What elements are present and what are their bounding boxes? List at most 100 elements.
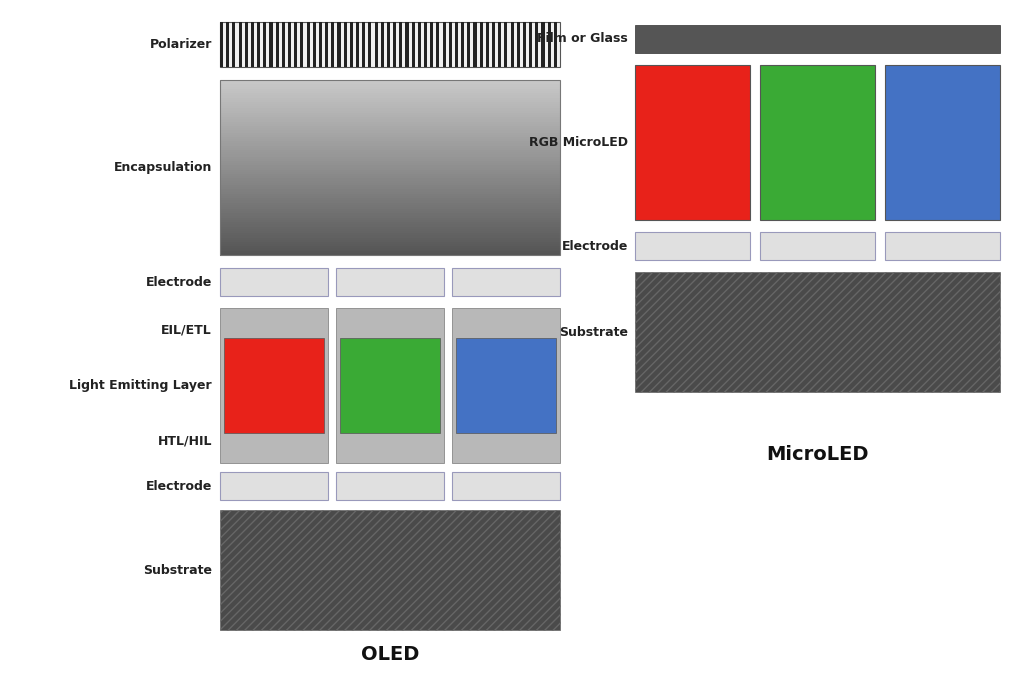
Bar [344, 22, 347, 67]
Bar [220, 135, 560, 137]
Bar [220, 213, 560, 216]
Text: EIL/ETL: EIL/ETL [161, 324, 212, 336]
Bar [220, 207, 560, 210]
Bar [220, 268, 328, 296]
Bar [220, 227, 560, 230]
Bar [418, 22, 421, 67]
Bar [635, 272, 1000, 392]
Bar [220, 170, 560, 173]
Bar [220, 139, 560, 141]
Text: RGB MicroLED: RGB MicroLED [529, 136, 628, 149]
Bar [294, 22, 297, 67]
Bar [442, 22, 445, 67]
Bar [220, 244, 560, 246]
Bar [220, 179, 560, 181]
Bar [220, 80, 560, 255]
Bar [220, 124, 560, 127]
Bar [336, 308, 444, 463]
Bar [529, 22, 532, 67]
Bar [220, 154, 560, 157]
Bar [511, 22, 514, 67]
Bar [336, 268, 444, 296]
Text: Substrate: Substrate [559, 326, 628, 338]
Bar [369, 22, 372, 67]
Bar [340, 338, 440, 433]
Bar [449, 22, 452, 67]
Text: OLED: OLED [360, 645, 419, 665]
Bar [220, 216, 560, 218]
Bar [251, 22, 254, 67]
Bar [220, 108, 560, 111]
Bar [523, 22, 526, 67]
Text: HTL/HIL: HTL/HIL [158, 435, 212, 447]
Bar [220, 231, 560, 234]
Bar [220, 156, 560, 159]
Bar [220, 163, 560, 166]
Bar [479, 22, 482, 67]
Bar [220, 102, 560, 104]
Text: Light Emitting Layer: Light Emitting Layer [70, 379, 212, 392]
Text: Electrode: Electrode [145, 276, 212, 288]
Bar [318, 22, 322, 67]
Bar [245, 22, 248, 67]
Bar [635, 232, 750, 260]
Bar [220, 91, 560, 93]
Bar [412, 22, 415, 67]
Bar [257, 22, 260, 67]
Bar [885, 232, 1000, 260]
Bar [226, 22, 229, 67]
Bar [220, 80, 560, 83]
Bar [452, 472, 560, 500]
Bar [220, 106, 560, 109]
Bar [220, 510, 560, 630]
Bar [220, 22, 560, 67]
Bar [220, 229, 560, 232]
Bar [282, 22, 285, 67]
Bar [393, 22, 396, 67]
Bar [548, 22, 551, 67]
Bar [554, 22, 557, 67]
Bar [492, 22, 495, 67]
Bar [406, 22, 409, 67]
Bar [350, 22, 353, 67]
Bar [635, 25, 1000, 53]
Bar [517, 22, 520, 67]
Bar [381, 22, 384, 67]
Bar [220, 236, 560, 238]
Bar [239, 22, 242, 67]
Bar [220, 150, 560, 153]
Bar [220, 122, 560, 125]
Bar [375, 22, 378, 67]
Bar [220, 233, 560, 236]
Text: Electrode: Electrode [561, 240, 628, 253]
Bar [220, 130, 560, 133]
Bar [220, 240, 560, 242]
Bar [220, 176, 560, 179]
Bar [455, 22, 458, 67]
Bar [220, 22, 223, 67]
Bar [220, 183, 560, 185]
Bar [220, 93, 560, 96]
Bar [452, 308, 560, 463]
Bar [220, 82, 560, 85]
Bar [430, 22, 433, 67]
Bar [399, 22, 402, 67]
Bar [338, 22, 341, 67]
Bar [387, 22, 390, 67]
Bar [220, 110, 560, 113]
Bar [220, 165, 560, 168]
Bar [220, 148, 560, 150]
Bar [220, 158, 560, 161]
Bar [220, 113, 560, 116]
Bar [220, 97, 560, 100]
Bar [505, 22, 508, 67]
Bar [220, 133, 560, 135]
Bar [635, 65, 750, 220]
Bar [485, 22, 488, 67]
Bar [220, 126, 560, 129]
Bar [885, 65, 1000, 220]
Bar [220, 238, 560, 240]
Bar [220, 89, 560, 91]
Bar [220, 308, 328, 463]
Bar [499, 22, 502, 67]
